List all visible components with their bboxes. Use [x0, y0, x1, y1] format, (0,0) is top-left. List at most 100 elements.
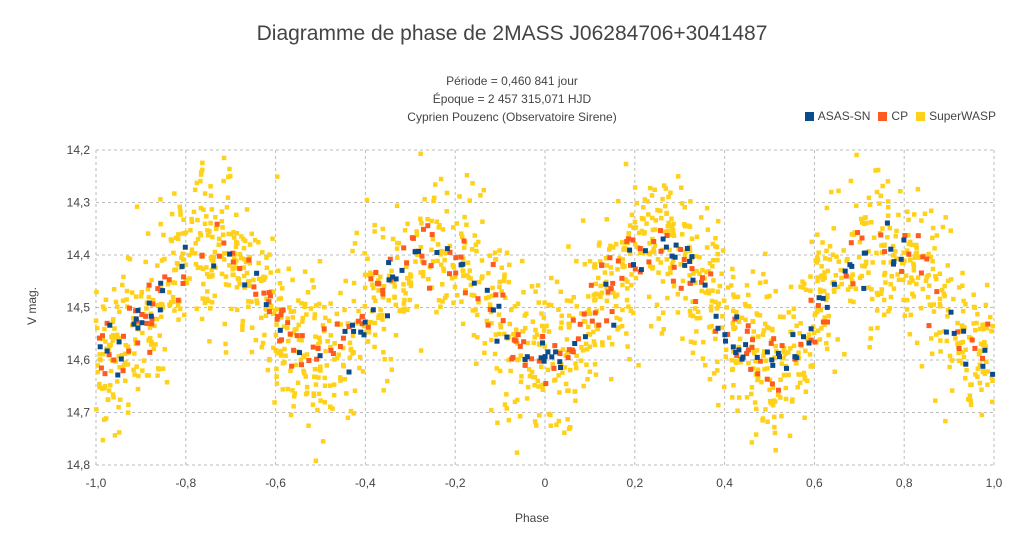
legend-item-asas-sn[interactable]: ASAS-SN [804, 109, 870, 123]
data-point [381, 284, 387, 289]
data-point [802, 281, 807, 287]
data-point [670, 278, 676, 284]
data-point [884, 220, 890, 226]
data-point [506, 357, 511, 363]
data-point [939, 287, 945, 293]
data-point [207, 339, 212, 344]
legend-item-cp[interactable]: CP [878, 109, 908, 123]
data-point [132, 351, 137, 356]
data-point [359, 321, 365, 327]
data-point [587, 344, 593, 349]
data-point [745, 323, 751, 329]
data-point [791, 343, 797, 348]
data-point [626, 231, 631, 236]
data-point [784, 365, 789, 371]
data-point [157, 333, 162, 338]
data-point [194, 180, 200, 186]
data-point [879, 250, 885, 255]
data-point [585, 376, 590, 382]
data-point [572, 389, 577, 394]
data-point [310, 278, 315, 283]
data-point [620, 307, 625, 313]
data-point [805, 336, 810, 341]
data-point [524, 354, 530, 360]
data-point [772, 414, 777, 420]
data-point [980, 322, 985, 328]
data-point [971, 321, 976, 326]
data-point [663, 229, 668, 234]
data-point [707, 376, 713, 382]
data-point [919, 364, 925, 369]
data-point [772, 355, 777, 360]
data-point [503, 295, 508, 300]
data-point [831, 281, 837, 287]
data-point [529, 284, 535, 289]
data-point [414, 229, 419, 234]
data-point [412, 249, 418, 255]
data-point [252, 238, 258, 243]
data-point [735, 294, 741, 300]
data-point [644, 221, 649, 226]
data-point [652, 187, 657, 192]
data-point [620, 240, 625, 245]
data-point [650, 227, 656, 233]
data-point [632, 185, 638, 190]
data-point [930, 259, 935, 264]
data-point [919, 218, 924, 223]
data-point [880, 183, 885, 189]
data-point [350, 333, 356, 339]
data-point [102, 417, 107, 422]
data-point [103, 297, 109, 302]
legend-item-superwasp[interactable]: SuperWASP [916, 109, 996, 123]
data-point [267, 252, 272, 257]
data-point [656, 270, 661, 275]
data-point [574, 304, 579, 309]
data-point [160, 305, 166, 310]
data-point [350, 248, 355, 254]
data-point [211, 263, 217, 269]
data-point [942, 293, 947, 299]
data-point [593, 265, 598, 270]
data-point [683, 296, 688, 301]
data-point [106, 352, 112, 358]
data-point [131, 367, 136, 373]
data-point [822, 322, 827, 328]
data-point [240, 323, 245, 328]
data-point [573, 361, 578, 366]
data-point [875, 325, 880, 331]
data-point [357, 365, 362, 371]
x-tick-label: -0,8 [175, 476, 196, 490]
data-point [751, 329, 756, 334]
data-point [208, 220, 213, 226]
data-point [961, 328, 967, 334]
data-point [949, 388, 955, 393]
data-point [962, 325, 967, 330]
data-point [567, 425, 573, 430]
data-point [980, 327, 986, 332]
data-point [167, 290, 172, 295]
data-point [323, 315, 328, 321]
data-point [221, 178, 226, 184]
data-point [542, 300, 547, 305]
data-point [334, 321, 340, 327]
data-point [181, 274, 187, 280]
data-point [276, 296, 282, 302]
data-point [241, 265, 247, 270]
data-point [106, 388, 112, 393]
data-point [230, 272, 235, 277]
data-point [320, 323, 326, 328]
data-point [779, 413, 784, 419]
data-point [425, 216, 430, 222]
data-point [131, 321, 137, 327]
data-point [278, 353, 284, 358]
data-point [783, 385, 788, 391]
data-point [264, 296, 269, 302]
data-point [666, 220, 671, 226]
data-point [572, 341, 578, 346]
data-point [352, 388, 358, 393]
data-point [860, 263, 865, 269]
data-point [608, 265, 614, 270]
data-point [874, 250, 879, 256]
data-point [344, 391, 349, 396]
data-point [442, 257, 447, 263]
